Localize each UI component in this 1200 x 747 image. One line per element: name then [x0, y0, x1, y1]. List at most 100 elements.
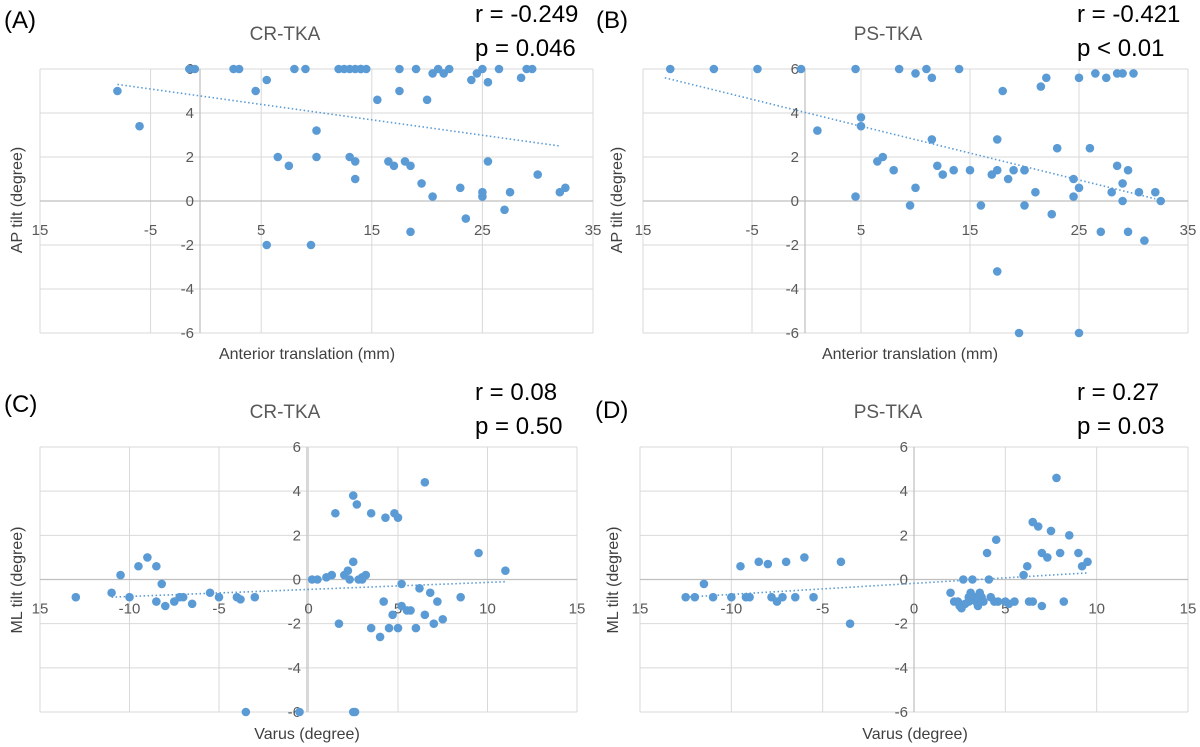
data-point [1107, 187, 1116, 197]
data-point [1014, 328, 1024, 338]
data-point [455, 183, 465, 193]
chart-title: PS-TKA [854, 402, 923, 423]
x-axis-label: Anterior translation (mm) [822, 346, 998, 363]
data-point [690, 592, 700, 602]
correlation-r: r = -0.249 [475, 1, 578, 28]
x-tick-label: -10 [119, 601, 141, 618]
data-point [1022, 561, 1032, 571]
data-point [406, 161, 415, 171]
data-point [417, 179, 426, 188]
data-point [681, 592, 690, 602]
data-point [379, 597, 388, 606]
data-point [845, 619, 855, 628]
x-tick-label: 15 [635, 222, 652, 239]
y-tick-label: -2 [288, 616, 301, 633]
data-point [851, 192, 860, 201]
p-value: p = 0.03 [1077, 413, 1164, 440]
data-point [790, 592, 800, 602]
data-point [911, 183, 920, 193]
data-point [851, 64, 860, 74]
data-point [331, 508, 340, 518]
data-point [813, 126, 822, 135]
y-tick-label: 6 [791, 61, 799, 78]
data-point [366, 508, 376, 518]
data-point [433, 597, 442, 606]
data-point [388, 610, 397, 620]
data-point [250, 592, 260, 602]
data-point [1118, 69, 1127, 78]
data-point [727, 592, 736, 602]
data-point [809, 592, 818, 602]
data-point [456, 592, 465, 602]
y-tick-label: 0 [900, 572, 908, 589]
x-tick-label: 5 [394, 601, 402, 618]
data-point [273, 152, 283, 162]
data-point [361, 64, 371, 74]
data-point [561, 183, 570, 193]
data-point [894, 64, 904, 74]
correlation-r: r = 0.08 [475, 379, 557, 406]
x-tick-label: 15 [569, 601, 586, 618]
data-point [157, 579, 167, 589]
data-point [234, 64, 244, 74]
data-point [533, 170, 542, 179]
data-point [1083, 557, 1092, 567]
y-tick-label: 4 [900, 483, 908, 500]
data-point [736, 561, 745, 571]
data-point [796, 64, 806, 74]
data-point [998, 86, 1007, 96]
data-point [1064, 531, 1074, 540]
x-tick-label: 15 [632, 601, 649, 618]
data-point [178, 592, 188, 602]
data-point [262, 75, 272, 85]
data-point [438, 614, 448, 624]
data-point [478, 192, 487, 201]
y-tick-label: -4 [288, 660, 301, 677]
data-point [1052, 143, 1062, 153]
y-tick-label: -6 [786, 325, 799, 342]
data-point [71, 592, 81, 602]
data-point [993, 597, 1003, 606]
data-point [422, 95, 432, 105]
data-point [754, 557, 764, 567]
data-point [152, 561, 161, 571]
data-point [295, 707, 304, 717]
data-point [1091, 69, 1100, 78]
trendline [111, 580, 506, 598]
data-point [781, 557, 791, 567]
trendline [685, 572, 1088, 598]
data-point [366, 623, 376, 633]
data-point [1118, 196, 1127, 206]
data-point [905, 201, 915, 210]
data-point [161, 601, 170, 611]
x-tick-label: 5 [1001, 601, 1009, 618]
y-tick-label: 6 [293, 439, 301, 456]
data-point [954, 64, 964, 74]
data-point [350, 707, 360, 717]
data-point [251, 86, 260, 96]
x-tick-label: 5 [857, 222, 865, 239]
data-point [395, 64, 404, 74]
correlation-r: r = 0.27 [1077, 379, 1159, 406]
data-point [763, 559, 773, 569]
data-point [500, 205, 509, 215]
data-point [1042, 73, 1051, 83]
y-tick-label: 0 [791, 193, 799, 210]
data-point [361, 570, 371, 580]
x-tick-label: -5 [816, 601, 829, 618]
chart-title: CR-TKA [250, 402, 321, 423]
data-point [1085, 143, 1095, 153]
x-tick-label: 15 [962, 222, 979, 239]
x-tick-label: 15 [32, 222, 49, 239]
x-tick-label: -5 [212, 601, 225, 618]
data-point [494, 64, 504, 74]
y-tick-label: 4 [186, 105, 194, 122]
data-point [306, 240, 316, 250]
data-point [444, 64, 454, 74]
data-point [949, 165, 958, 175]
data-point [1140, 236, 1149, 245]
data-point [461, 214, 471, 223]
y-tick-label: -4 [181, 281, 194, 298]
data-point [350, 157, 360, 166]
data-point [214, 592, 224, 602]
